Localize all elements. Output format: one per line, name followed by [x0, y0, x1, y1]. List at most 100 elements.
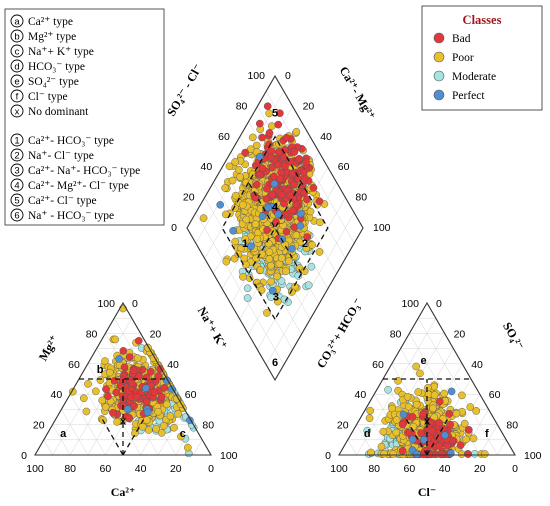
diamond-right-tick: 40 — [320, 131, 332, 143]
diamond-zone-label: 5 — [272, 108, 278, 120]
diamond-point-poor — [265, 109, 274, 118]
anion-point-poor — [424, 383, 432, 392]
diamond-point-poor — [306, 207, 315, 216]
anion-point-poor — [466, 403, 475, 411]
legend-label-poor: Poor — [452, 52, 474, 64]
key-zone-symbol-text: b — [14, 31, 19, 42]
diamond-point-poor — [251, 220, 260, 229]
legend-marker-poor — [433, 51, 445, 63]
diamond-point-perfect — [229, 226, 237, 235]
key-facies-text: Ca²⁺- HCO₃⁻ type — [28, 135, 114, 147]
key-zone-symbol — [10, 29, 24, 43]
anion-point-bad — [398, 420, 407, 429]
cation-point-poor — [101, 403, 110, 411]
cation-point-bad — [120, 363, 129, 372]
cation-bottom-tick: 40 — [135, 463, 147, 475]
diamond-point-moderate — [294, 271, 303, 280]
anion-left-tick: 20 — [337, 420, 349, 432]
cation-point-poor — [91, 387, 100, 396]
key-facies-symbol-text: 5 — [14, 195, 19, 206]
cation-point-poor — [154, 407, 162, 416]
diamond-point-bad — [258, 133, 266, 142]
legend-label-bad: Bad — [452, 33, 471, 45]
anion-bottom-tick: 60 — [404, 463, 416, 475]
diamond-point-perfect — [274, 210, 283, 219]
zone-key-box — [4, 8, 165, 226]
anion-point-bad — [435, 442, 444, 450]
diamond-zone-label: 6 — [272, 357, 278, 369]
anion-point-poor — [412, 362, 421, 371]
diamond-point-poor — [287, 288, 296, 296]
diamond-point-poor — [273, 297, 282, 306]
anion-left-tick: 60 — [372, 359, 384, 371]
key-facies-text: Na⁺ - HCO₃⁻ type — [28, 210, 114, 222]
diamond-point-poor — [264, 239, 273, 248]
diamond-point-moderate — [243, 284, 252, 293]
cation-point-bad — [157, 393, 166, 401]
legend-label-moderate: Moderate — [452, 71, 496, 83]
anion-point-bad — [446, 420, 455, 429]
diamond-point-bad — [241, 148, 250, 157]
anion-point-bad — [428, 426, 436, 435]
cation-point-bad — [104, 392, 112, 401]
key-zone-symbol-text: f — [16, 91, 19, 102]
key-zone-symbol — [10, 74, 24, 88]
anion-bottom-tick: 20 — [474, 463, 486, 475]
key-facies-text: Ca²⁺- Mg²⁺- Cl⁻ type — [28, 180, 129, 192]
cation-gridline — [61, 409, 89, 456]
anion-point-poor — [414, 388, 423, 396]
diamond-point-perfect — [247, 242, 255, 251]
diamond-zone-label: 1 — [242, 238, 248, 250]
anion-zone-line — [404, 416, 428, 456]
anion-point-perfect — [447, 449, 455, 458]
anion-point-bad — [417, 429, 425, 437]
key-facies-text: Ca²⁺- Cl⁻ type — [28, 195, 97, 207]
cation-point-poor — [79, 394, 88, 403]
key-zone-symbol-text: d — [14, 61, 19, 72]
diamond-point-perfect — [278, 235, 287, 244]
diamond-left-axis-label: SO₄²⁻ - Cl⁻ — [164, 61, 205, 118]
cation-right-tick: 80 — [202, 420, 214, 432]
key-zone-text: SO₄²⁻ type — [28, 76, 79, 88]
anion-point-poor — [462, 435, 471, 444]
diamond-point-poor — [316, 218, 324, 227]
cation-point-bad — [128, 379, 136, 388]
cation-point-bad — [135, 372, 143, 381]
diamond-left-tick: 0 — [171, 222, 177, 234]
anion-point-perfect — [447, 387, 456, 396]
cation-point-poor — [133, 354, 142, 362]
cation-point-poor — [149, 354, 158, 362]
anion-bottom-tick: 0 — [512, 463, 518, 475]
diamond-point-bad — [262, 195, 271, 203]
anion-point-moderate — [470, 449, 479, 458]
cation-point-poor — [170, 423, 178, 432]
diamond-left-tick: 20 — [183, 192, 195, 204]
key-zone-text: Mg²⁺ type — [28, 31, 76, 43]
cation-zone-label: a — [60, 428, 67, 440]
diamond-point-bad — [288, 169, 297, 178]
key-facies-symbol-text: 1 — [14, 135, 19, 146]
diamond-point-bad — [268, 190, 277, 199]
anion-point-moderate — [384, 385, 392, 394]
cation-point-bad — [133, 392, 142, 401]
key-zone-text: Cl⁻ type — [28, 91, 68, 103]
cation-point-bad — [125, 413, 133, 422]
diamond-point-poor — [282, 267, 290, 276]
cation-right-tick: 40 — [167, 359, 179, 371]
key-facies-symbol-text: 2 — [14, 150, 19, 161]
anion-zone-label: d — [364, 428, 371, 440]
diamond-point-bad — [282, 227, 291, 236]
diamond-point-poor — [302, 244, 311, 253]
anion-point-poor — [460, 419, 469, 428]
key-zone-text: Na⁺+ K⁺ type — [28, 46, 94, 58]
diamond-point-poor — [236, 173, 244, 181]
key-zone-symbol — [10, 89, 24, 103]
cation-zone-label: x — [120, 416, 127, 428]
anion-left-tick: 40 — [355, 389, 367, 401]
anion-point-bad — [445, 410, 454, 418]
cation-bottom-tick: 80 — [64, 463, 76, 475]
diamond-point-bad — [266, 153, 275, 162]
diamond-point-bad — [277, 190, 286, 199]
anion-point-poor — [365, 414, 374, 423]
diamond-point-moderate — [304, 281, 313, 290]
